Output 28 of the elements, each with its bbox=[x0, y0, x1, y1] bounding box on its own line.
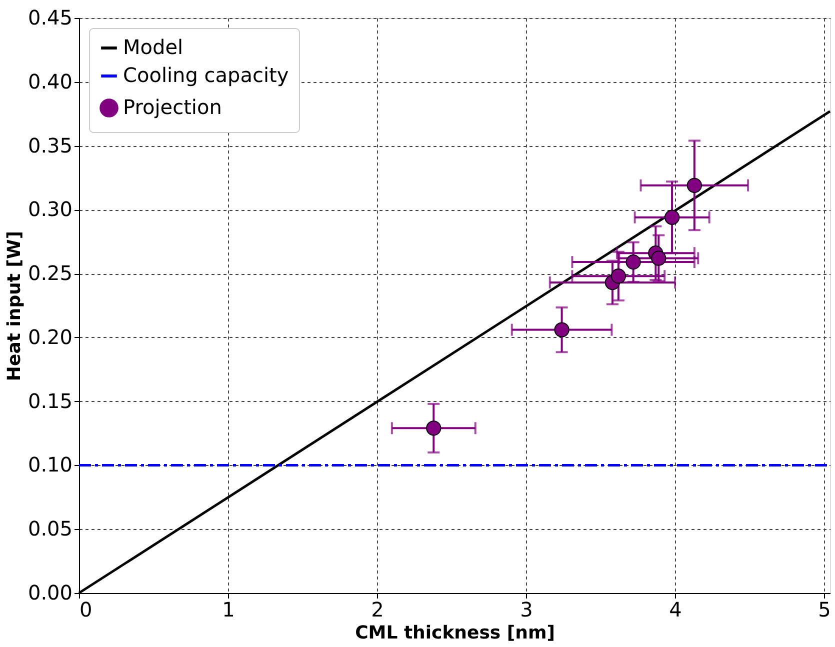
y-axis-title: Heat input [W] bbox=[4, 230, 25, 382]
y-tick-label: 0.35 bbox=[28, 133, 72, 158]
point bbox=[626, 254, 641, 270]
x-tick-label: 2 bbox=[371, 598, 384, 622]
y-tick-label: 0.40 bbox=[28, 69, 72, 94]
y-tick-label: 0.45 bbox=[28, 6, 72, 30]
legend-label: Projection bbox=[123, 95, 222, 119]
point bbox=[651, 250, 666, 266]
point bbox=[686, 178, 702, 193]
point bbox=[610, 268, 626, 284]
y-tick-label: 0.05 bbox=[28, 516, 72, 541]
point bbox=[664, 210, 680, 225]
x-tick-label: 5 bbox=[818, 598, 831, 622]
x-tick-label: 1 bbox=[222, 598, 235, 622]
point bbox=[426, 420, 442, 436]
y-tick-label: 0.25 bbox=[28, 261, 72, 286]
y-tick-label: 0.30 bbox=[28, 197, 72, 222]
legend-label: Model bbox=[123, 35, 184, 59]
x-tick-label: 0 bbox=[80, 598, 92, 622]
point bbox=[554, 322, 570, 338]
y-tick-label: 0.00 bbox=[28, 580, 72, 604]
legend-label: Cooling capacity bbox=[123, 63, 289, 87]
x-axis-title: CML thickness [nm] bbox=[355, 622, 555, 644]
y-tick-label: 0.15 bbox=[28, 388, 72, 413]
y-tick-label: 0.20 bbox=[28, 324, 72, 349]
x-tick-label: 3 bbox=[520, 598, 533, 622]
x-tick-label: 4 bbox=[669, 598, 682, 622]
y-tick-label: 0.10 bbox=[28, 452, 72, 477]
